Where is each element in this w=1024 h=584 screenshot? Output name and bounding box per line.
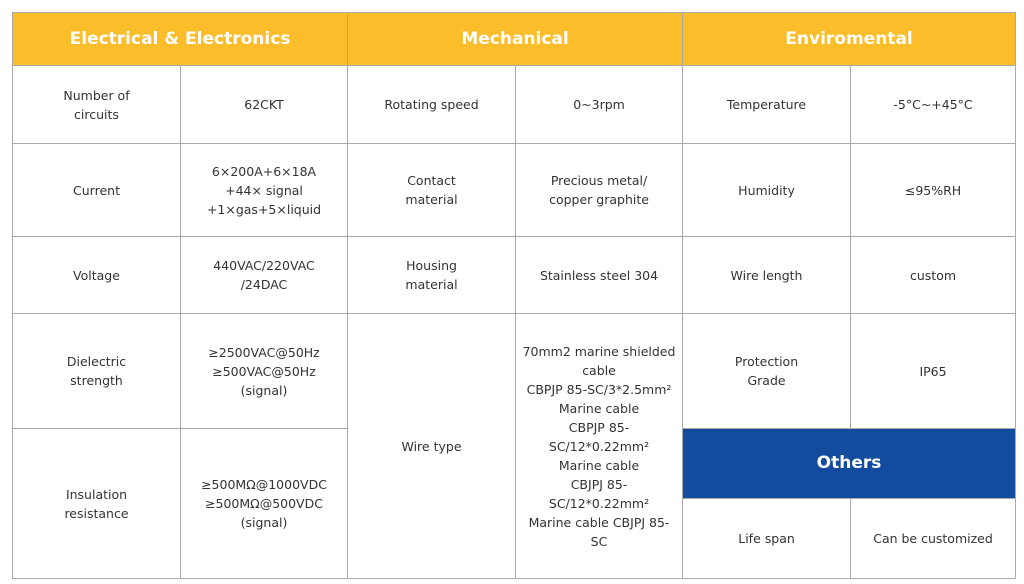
circuits-value: 62CKT [179, 65, 349, 144]
housing-material-value: Stainless steel 304 [515, 236, 684, 314]
insulation-value: ≥500MΩ@1000VDC ≥500MΩ@500VDC (signal) [179, 428, 349, 579]
life-span-label: Life span [682, 498, 852, 579]
table-row: Current 6×200A+6×18A +44× signal +1×gas+… [12, 143, 1017, 237]
humidity-value: ≤95%RH [850, 143, 1017, 237]
spec-table-wrapper: Electrical & Electronics Mechanical Envi… [11, 12, 1017, 579]
temperature-label: Temperature [682, 65, 852, 144]
wire-length-label: Wire length [682, 236, 852, 314]
rotating-speed-label: Rotating speed [347, 65, 517, 144]
table-row: Life span Can be customized [13, 498, 1017, 579]
contact-material-label: Contact material [347, 143, 517, 237]
wire-length-value: custom [850, 236, 1017, 314]
header-others: Others [682, 428, 1017, 499]
table-row: Number of circuits 62CKT Rotating speed … [12, 65, 1017, 144]
table-row: Voltage 440VAC/220VAC /24DAC Housing mat… [12, 236, 1017, 314]
table-row: Insulation resistance ≥500MΩ@1000VDC ≥50… [12, 428, 1017, 579]
current-label: Current [12, 143, 181, 237]
temperature-value: -5°C~+45°C [850, 65, 1017, 144]
protection-label: Protection Grade [682, 313, 852, 429]
contact-material-value: Precious metal/ copper graphite [515, 143, 684, 237]
insulation-label: Insulation resistance [12, 428, 181, 579]
life-span-value: Can be customized [850, 498, 1017, 579]
current-value: 6×200A+6×18A +44× signal +1×gas+5×liquid [179, 143, 349, 237]
header-electrical: Electrical & Electronics [11, 12, 349, 66]
table-row: Dielectric strength ≥2500VAC@50Hz ≥500VA… [12, 313, 1017, 579]
housing-material-label: Housing material [347, 236, 517, 314]
wire-type-value: 70mm2 marine shielded cable CBPJP 85-SC/… [515, 313, 684, 579]
wire-type-label: Wire type [347, 313, 517, 579]
humidity-label: Humidity [682, 143, 852, 237]
header-environmental: Enviromental [682, 12, 1017, 66]
header-row: Electrical & Electronics Mechanical Envi… [11, 12, 1017, 66]
specification-table: Electrical & Electronics Mechanical Envi… [11, 12, 1017, 579]
voltage-label: Voltage [12, 236, 181, 314]
header-mechanical: Mechanical [347, 12, 684, 66]
protection-value: IP65 [850, 313, 1017, 429]
rotating-speed-value: 0~3rpm [515, 65, 684, 144]
dielectric-label: Dielectric strength [12, 313, 181, 429]
voltage-value: 440VAC/220VAC /24DAC [179, 236, 349, 314]
circuits-label: Number of circuits [12, 65, 181, 144]
dielectric-value: ≥2500VAC@50Hz ≥500VAC@50Hz (signal) [179, 313, 349, 429]
